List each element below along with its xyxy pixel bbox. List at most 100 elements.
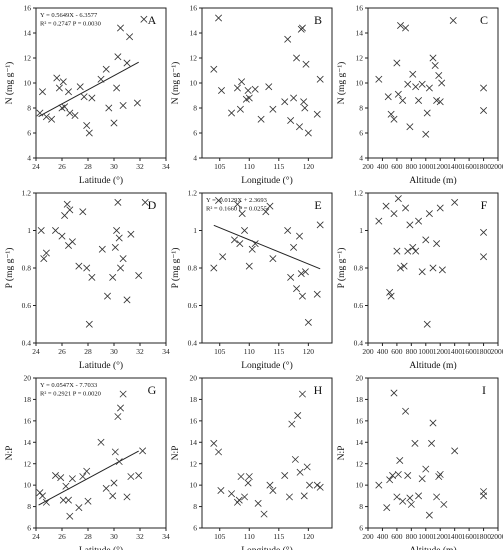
data-point [383,504,391,512]
data-point [119,102,127,109]
regression-equation: Y = 0.5649X - 6.3577 [40,12,98,19]
y-axis-label: N:P [171,446,181,461]
data-point [48,115,56,123]
data-point [127,473,135,481]
data-point [238,78,246,86]
data-point [281,472,289,479]
x-tick-label: 1800 [476,347,491,356]
data-point [404,472,412,479]
data-point [113,227,121,234]
data-point [284,227,292,234]
data-point [65,88,72,96]
x-tick-label: 1200 [433,347,448,356]
data-point [397,22,404,29]
y-axis-label: N:P [337,446,347,461]
x-tick-label: 105 [214,162,226,171]
data-point [231,236,238,244]
panel-label: G [148,383,157,397]
x-tick-label: 1200 [433,162,448,171]
data-point [111,448,119,456]
data-point [251,240,259,248]
data-point [287,273,295,281]
data-point [400,262,408,270]
data-point [304,129,312,137]
y-tick-label: 0.4 [22,339,32,348]
data-point [390,115,398,123]
data-point [83,122,91,129]
x-tick-label: 1400 [447,532,462,541]
data-point [296,232,303,240]
data-point [110,119,118,127]
data-point [389,472,397,479]
x-tick-label: 28 [84,162,92,171]
x-tick-label: 400 [377,347,389,356]
data-point [104,292,111,300]
data-point [313,110,321,118]
x-tick-label: 24 [32,162,40,171]
data-point [83,264,91,272]
y-tick-label: 4 [193,154,197,163]
data-point [390,389,398,397]
x-tick-label: 34 [162,162,170,171]
data-point [429,54,437,62]
data-point [126,33,134,41]
data-point [97,438,105,446]
data-point [235,496,243,504]
x-tick-label: 105 [214,347,226,356]
data-point [300,98,308,106]
data-point [135,272,143,279]
x-tick-label: 1600 [462,532,477,541]
x-tick-label: 200 [362,347,374,356]
x-axis-label: Longitude (°) [241,360,293,371]
data-point [397,264,404,272]
data-point [219,253,227,261]
data-point [451,198,459,206]
data-point [114,53,122,61]
data-point [55,84,63,92]
plot-frame [201,7,333,159]
data-point [37,227,45,234]
y-tick-label: 0.4 [354,339,364,348]
y-tick-label: 10 [190,79,198,88]
data-point [40,255,48,263]
data-point [83,467,91,475]
data-point [386,476,394,484]
x-tick-label: 26 [58,347,66,356]
data-point [79,208,87,216]
data-point [42,249,50,257]
x-axis-label: Latitude (°) [79,175,123,186]
data-point [111,243,119,251]
data-point [433,240,441,248]
data-point [316,483,324,491]
data-point [387,292,395,300]
data-point [435,473,443,481]
x-tick-label: 110 [244,347,255,356]
data-point [254,499,262,507]
y-tick-label: 8 [359,104,363,113]
panel-label: H [314,383,323,397]
data-point [316,75,324,83]
data-point [265,83,273,91]
y-tick-label: 6 [359,129,363,138]
data-point [296,468,304,476]
x-tick-label: 600 [391,162,403,171]
data-point [88,94,96,102]
data-point [409,243,417,251]
data-point [140,15,148,23]
x-tick-label: 1400 [447,347,462,356]
x-tick-label: 32 [136,532,144,541]
data-point [394,90,402,98]
data-point [480,492,488,500]
data-point [291,455,299,463]
data-point [433,97,441,104]
data-point [61,103,69,111]
x-tick-label: 26 [58,532,66,541]
x-axis-label: Longitude (°) [241,175,293,186]
plot-frame [367,377,499,529]
x-tick-label: 34 [162,347,170,356]
data-point [79,473,87,481]
regression-equation: Y = -0.0129X + 2.3693 [206,197,267,204]
